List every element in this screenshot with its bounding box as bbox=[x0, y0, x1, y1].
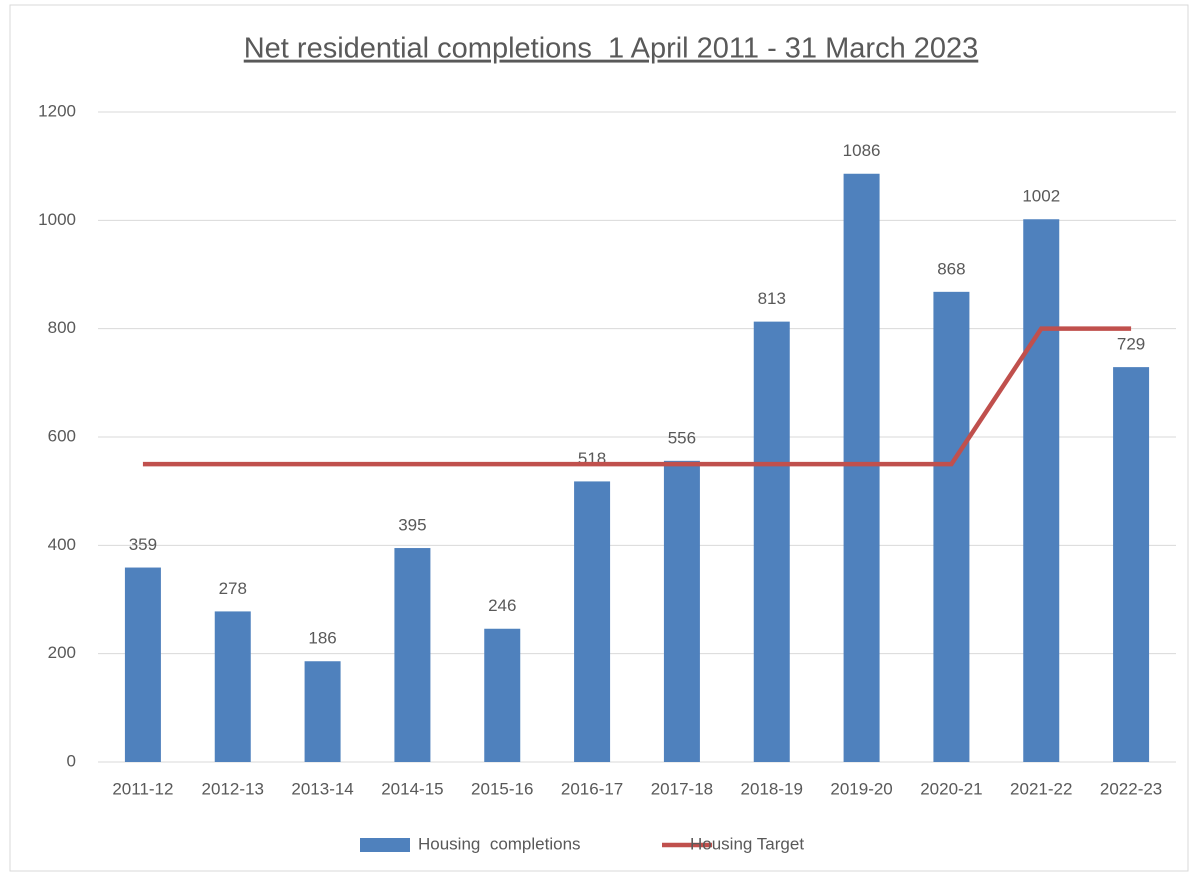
x-tick-label: 2013-14 bbox=[291, 779, 353, 798]
legend-swatch bbox=[360, 838, 410, 852]
bar bbox=[394, 548, 431, 762]
x-tick-label: 2018-19 bbox=[741, 779, 803, 798]
line bbox=[142, 326, 1132, 467]
y-tick-label: 1000 bbox=[38, 210, 76, 229]
x-tick-label: 2020-21 bbox=[920, 779, 982, 798]
legend-label: Housing Target bbox=[690, 834, 804, 853]
x-tick-label: 2011-12 bbox=[112, 779, 173, 798]
x-tick-label: 2014-15 bbox=[381, 779, 443, 798]
x-tick-label: 2021-22 bbox=[1010, 779, 1072, 798]
data-label: 1002 bbox=[1022, 187, 1060, 206]
x-tick-label: 2012-13 bbox=[202, 779, 264, 798]
x-tick-label: 2015-16 bbox=[471, 779, 533, 798]
legend-label: Housing completions bbox=[418, 834, 581, 853]
data-label: 186 bbox=[308, 629, 336, 648]
data-label: 246 bbox=[488, 596, 516, 615]
bar bbox=[753, 321, 790, 762]
y-tick-label: 800 bbox=[48, 318, 76, 337]
bar bbox=[484, 628, 521, 762]
bar bbox=[1023, 219, 1060, 762]
data-label: 729 bbox=[1117, 335, 1145, 354]
y-tick-label: 0 bbox=[67, 751, 76, 770]
y-tick-label: 200 bbox=[48, 643, 76, 662]
bar bbox=[214, 611, 251, 762]
bar bbox=[1113, 367, 1150, 762]
x-tick-label: 2019-20 bbox=[830, 779, 892, 798]
bar bbox=[843, 173, 880, 762]
x-tick-label: 2022-23 bbox=[1100, 779, 1162, 798]
bar bbox=[574, 481, 611, 762]
data-label: 813 bbox=[758, 289, 786, 308]
data-label: 556 bbox=[668, 428, 696, 447]
chart-title: Net residential completions 1 April 2011… bbox=[244, 33, 979, 65]
bar bbox=[124, 567, 161, 762]
x-tick-label: 2016-17 bbox=[561, 779, 623, 798]
data-label: 278 bbox=[219, 579, 247, 598]
x-tick-label: 2017-18 bbox=[651, 779, 713, 798]
data-label: 359 bbox=[129, 535, 157, 554]
bar bbox=[304, 661, 341, 762]
data-label: 868 bbox=[937, 259, 965, 278]
bar bbox=[933, 291, 970, 762]
y-tick-label: 1200 bbox=[38, 101, 76, 120]
y-tick-label: 400 bbox=[48, 535, 76, 554]
y-tick-label: 600 bbox=[48, 426, 76, 445]
bar bbox=[663, 460, 700, 762]
data-label: 1086 bbox=[843, 141, 881, 160]
data-label: 395 bbox=[398, 516, 426, 535]
